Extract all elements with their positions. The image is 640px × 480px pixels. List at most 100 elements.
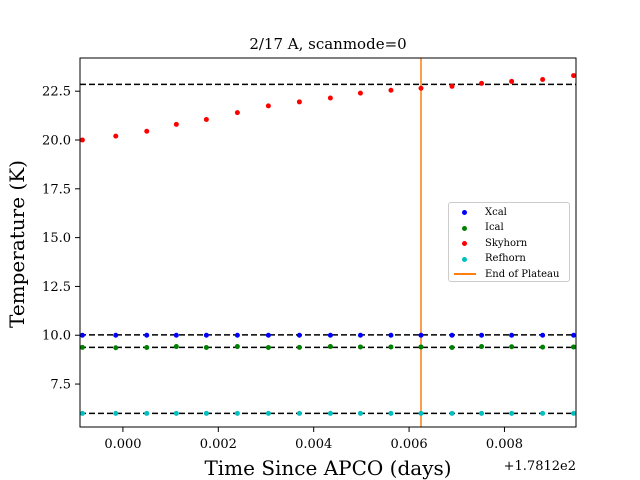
- point-refhorn-3: [173, 410, 179, 416]
- point-xcal-9: [357, 332, 363, 338]
- point-xcal-3: [173, 332, 179, 338]
- legend-entry-end-of-plateau: End of Plateau: [449, 267, 559, 281]
- point-ical-11: [418, 344, 424, 350]
- y-tick-label-2: 12.5: [42, 280, 71, 295]
- legend: Xcal Ical Skyhorn Refhorn End of Plateau: [448, 202, 570, 282]
- point-xcal-13: [479, 332, 485, 338]
- plot-area: [80, 58, 576, 427]
- point-xcal-2: [144, 332, 150, 338]
- legend-marker: [453, 267, 479, 281]
- point-skyhorn-0: [80, 137, 85, 143]
- legend-dot: [462, 225, 467, 231]
- point-skyhorn-6: [265, 103, 271, 109]
- x-tick-label-1: 0.002: [200, 437, 237, 452]
- point-refhorn-15: [540, 410, 546, 416]
- y-tick-label-3: 15.0: [42, 231, 71, 246]
- legend-label: Refhorn: [485, 253, 526, 264]
- point-xcal-12: [449, 332, 455, 338]
- point-refhorn-9: [357, 410, 363, 416]
- point-ical-14: [509, 344, 515, 350]
- point-skyhorn-12: [449, 83, 455, 89]
- legend-entry-refhorn: Refhorn: [449, 252, 526, 266]
- point-xcal-15: [540, 332, 546, 338]
- point-ical-16: [571, 344, 576, 350]
- point-xcal-5: [234, 332, 240, 338]
- plot-frame: [79, 57, 577, 428]
- point-ical-9: [357, 344, 363, 350]
- legend-label: End of Plateau: [485, 268, 560, 280]
- point-xcal-14: [509, 332, 515, 338]
- x-tick-label-3: 0.006: [390, 437, 427, 452]
- point-ical-0: [80, 344, 85, 350]
- legend-dot: [462, 241, 467, 246]
- y-tick-label-6: 22.5: [42, 85, 71, 100]
- legend-marker: [453, 236, 479, 250]
- point-refhorn-12: [449, 410, 455, 416]
- point-skyhorn-4: [203, 117, 209, 122]
- x-tick-label-4: 0.008: [486, 437, 523, 452]
- y-tick-label-5: 20.0: [42, 134, 71, 149]
- x-tick-label-0: 0.000: [104, 437, 141, 452]
- y-axis-label: Temperature (K): [5, 160, 29, 328]
- point-refhorn-0: [80, 410, 85, 416]
- point-skyhorn-13: [479, 80, 485, 86]
- point-skyhorn-8: [327, 95, 333, 101]
- point-refhorn-13: [479, 410, 485, 416]
- legend-marker: [453, 205, 479, 219]
- point-skyhorn-2: [144, 128, 150, 134]
- point-skyhorn-1: [113, 133, 119, 139]
- legend-entry-xcal: Xcal: [449, 205, 507, 219]
- legend-marker: [453, 221, 479, 235]
- point-refhorn-16: [571, 410, 576, 416]
- x-tick-label-2: 0.004: [295, 437, 332, 452]
- point-refhorn-10: [388, 410, 394, 416]
- point-skyhorn-10: [388, 87, 394, 93]
- point-ical-7: [296, 344, 302, 350]
- point-refhorn-7: [296, 410, 302, 416]
- point-ical-1: [113, 345, 119, 351]
- point-xcal-7: [296, 332, 302, 338]
- point-ical-3: [173, 344, 179, 350]
- point-ical-15: [540, 344, 546, 350]
- point-skyhorn-5: [234, 110, 240, 116]
- point-ical-5: [234, 344, 240, 350]
- point-refhorn-5: [234, 410, 240, 416]
- point-skyhorn-14: [509, 78, 515, 84]
- point-ical-13: [479, 344, 485, 350]
- point-xcal-11: [418, 332, 424, 338]
- point-xcal-10: [388, 332, 394, 338]
- point-ical-6: [265, 345, 271, 351]
- point-refhorn-8: [327, 410, 333, 416]
- point-xcal-6: [265, 332, 271, 338]
- legend-label: Xcal: [485, 206, 507, 218]
- x-axis-label: Time Since APCO (days): [204, 456, 451, 480]
- point-refhorn-6: [265, 410, 271, 416]
- point-ical-12: [449, 345, 455, 351]
- legend-label: Ical: [485, 222, 504, 233]
- legend-line: [454, 273, 476, 275]
- chart-title: 2/17 A, scanmode=0: [249, 35, 406, 53]
- legend-dot: [462, 210, 467, 215]
- point-skyhorn-3: [173, 121, 179, 127]
- point-xcal-0: [80, 332, 85, 338]
- point-skyhorn-15: [540, 76, 546, 82]
- point-refhorn-4: [203, 410, 209, 416]
- point-ical-4: [203, 345, 209, 351]
- point-xcal-4: [203, 332, 209, 338]
- point-ical-10: [388, 344, 394, 350]
- point-refhorn-1: [113, 410, 119, 416]
- y-tick-label-1: 10.0: [42, 329, 71, 344]
- point-skyhorn-11: [418, 85, 424, 91]
- point-xcal-8: [327, 332, 333, 338]
- point-refhorn-2: [144, 410, 150, 416]
- legend-label: Skyhorn: [485, 237, 528, 249]
- point-skyhorn-16: [571, 73, 576, 79]
- x-offset-label: +1.7812e2: [504, 459, 576, 474]
- legend-dot: [462, 256, 467, 262]
- y-tick-label-4: 17.5: [42, 182, 71, 197]
- point-xcal-1: [113, 332, 119, 338]
- point-ical-2: [144, 345, 150, 351]
- point-refhorn-14: [509, 410, 515, 416]
- point-ical-8: [327, 344, 333, 350]
